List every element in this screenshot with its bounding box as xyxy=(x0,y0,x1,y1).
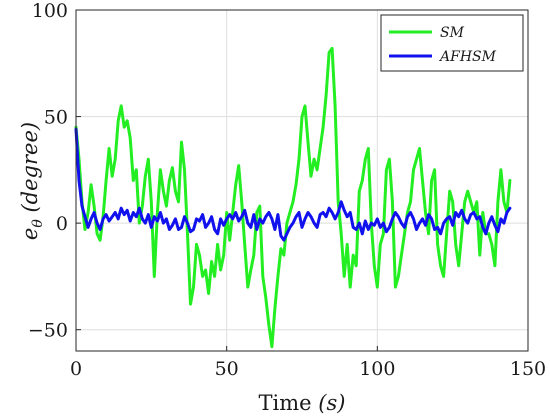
x-tick-labels: 0 50 100 150 xyxy=(70,346,546,380)
y-tick-labels: −50 0 50 100 xyxy=(28,0,81,342)
legend-label-sm: SM xyxy=(440,25,465,41)
y-axis-label-unit: (degree) xyxy=(18,122,42,213)
plot-frame xyxy=(75,9,529,352)
legend: SM AFHSM xyxy=(380,14,524,72)
x-axis-label: Time (s) xyxy=(259,391,346,415)
y-axis-label: eθ (degree) xyxy=(18,122,46,240)
y-axis-label-main: e xyxy=(18,228,42,240)
y-tick-label: 100 xyxy=(32,0,68,22)
y-tick-label: −50 xyxy=(28,320,68,342)
y-axis-label-subscript: θ xyxy=(30,219,46,228)
series-lines xyxy=(74,46,512,349)
x-axis-label-unit: (s) xyxy=(318,391,345,415)
x-axis-label-main: Time xyxy=(259,391,312,415)
series-line-afhsm xyxy=(74,127,512,242)
x-tick-label: 100 xyxy=(359,358,395,380)
x-tick-label: 0 xyxy=(70,358,82,380)
x-tick-label: 150 xyxy=(510,358,546,380)
x-tick-label: 50 xyxy=(215,358,239,380)
series-line-sm xyxy=(74,46,512,349)
y-tick-label: 0 xyxy=(56,213,68,235)
legend-label-afhsm: AFHSM xyxy=(438,49,497,65)
y-tick-label: 50 xyxy=(44,107,68,129)
legend-box xyxy=(380,14,524,72)
